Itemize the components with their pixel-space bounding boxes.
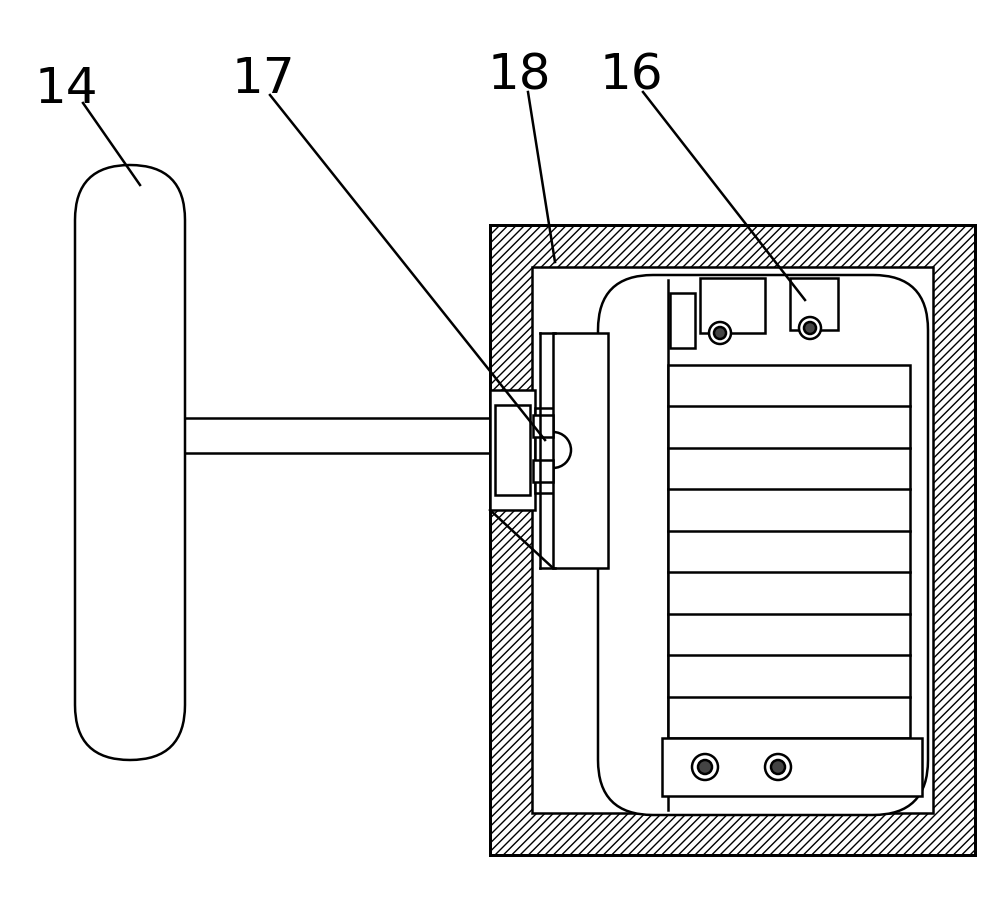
FancyBboxPatch shape — [598, 275, 928, 815]
Bar — [668, 365, 910, 738]
Text: 14: 14 — [35, 65, 98, 113]
Text: 18: 18 — [488, 52, 552, 100]
Circle shape — [692, 754, 718, 780]
Circle shape — [709, 322, 731, 344]
Bar — [700, 278, 765, 333]
Bar — [553, 333, 608, 568]
Circle shape — [714, 327, 726, 339]
FancyBboxPatch shape — [75, 165, 185, 760]
Bar — [533, 460, 553, 482]
Bar — [495, 405, 530, 495]
Bar — [535, 408, 555, 493]
Text: 17: 17 — [232, 55, 296, 103]
Bar — [533, 415, 553, 437]
Circle shape — [765, 754, 791, 780]
Circle shape — [804, 322, 816, 334]
Circle shape — [771, 760, 785, 774]
Bar — [670, 293, 695, 348]
Circle shape — [698, 760, 712, 774]
Bar — [532, 267, 933, 813]
Circle shape — [799, 317, 821, 339]
Bar — [790, 278, 838, 330]
Bar — [490, 390, 535, 510]
Bar — [662, 738, 922, 796]
Text: 16: 16 — [600, 52, 664, 100]
Bar — [490, 225, 975, 855]
